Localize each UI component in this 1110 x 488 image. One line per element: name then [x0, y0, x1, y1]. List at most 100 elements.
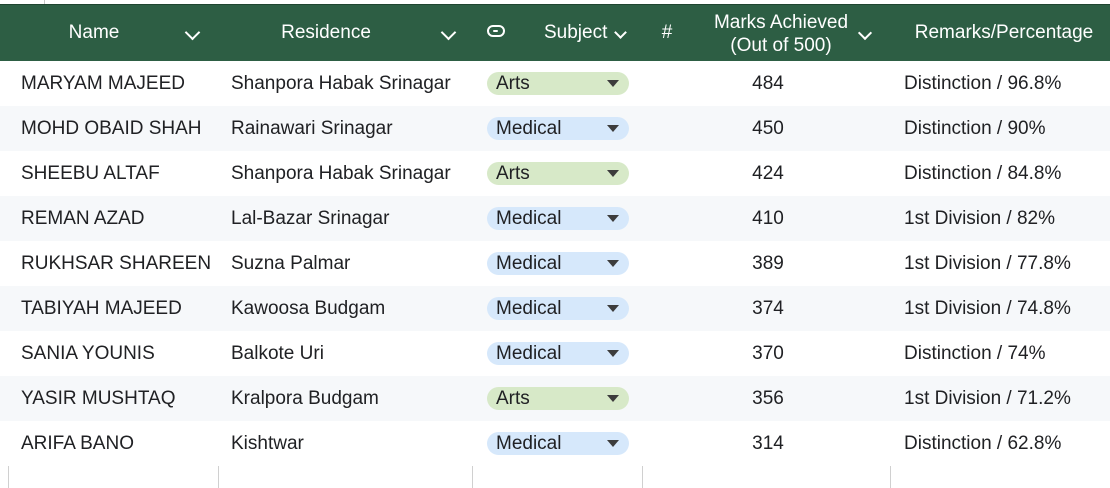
- name-cell[interactable]: SHEEBU ALTAF: [21, 162, 160, 184]
- triangle-down-icon[interactable]: [607, 305, 619, 312]
- subject-value: Medical: [496, 207, 562, 229]
- table-row[interactable]: MARYAM MAJEED Shanpora Habak Srinagar Arts…: [0, 61, 1110, 106]
- column-header-subject[interactable]: Subject: [472, 5, 642, 61]
- column-header-residence[interactable]: Residence: [218, 5, 472, 61]
- remarks-cell[interactable]: Distinction / 96.8%: [904, 72, 1062, 94]
- table-body: MARYAM MAJEED Shanpora Habak Srinagar Arts…: [0, 61, 1110, 468]
- residence-cell[interactable]: Lal-Bazar Srinagar: [231, 207, 390, 229]
- chevron-down-icon[interactable]: [614, 26, 627, 39]
- triangle-down-icon[interactable]: [607, 395, 619, 402]
- remarks-cell[interactable]: 1st Division / 82%: [904, 207, 1056, 229]
- residence-cell[interactable]: Kralpora Budgam: [231, 387, 379, 409]
- subject-cell[interactable]: Arts: [487, 376, 629, 421]
- subject-cell[interactable]: Medical: [487, 421, 629, 466]
- residence-cell[interactable]: Shanpora Habak Srinagar: [231, 162, 451, 184]
- cell-divider: [642, 466, 643, 488]
- name-cell[interactable]: MOHD OBAID SHAH: [21, 117, 202, 139]
- marks-cell[interactable]: 389: [752, 252, 784, 274]
- remarks-cell[interactable]: Distinction / 74%: [904, 342, 1046, 364]
- table-row[interactable]: ARIFA BANO Kishtwar Medical 314 Distinction …: [0, 421, 1110, 468]
- marks-cell[interactable]: 374: [752, 297, 784, 319]
- chevron-down-icon[interactable]: [184, 24, 201, 41]
- subject-dropdown[interactable]: Medical: [487, 117, 629, 140]
- subject-dropdown[interactable]: Arts: [487, 162, 629, 185]
- subject-cell[interactable]: Arts: [487, 151, 629, 196]
- subject-cell[interactable]: Medical: [487, 196, 629, 241]
- triangle-down-icon[interactable]: [607, 80, 619, 87]
- column-header-label: #: [661, 22, 673, 43]
- subject-cell[interactable]: Medical: [487, 286, 629, 331]
- subject-cell[interactable]: Medical: [487, 241, 629, 286]
- marks-cell[interactable]: 450: [752, 117, 784, 139]
- residence-cell[interactable]: Kishtwar: [231, 432, 304, 454]
- table-header: Name Residence Subject # Marks Achieved(…: [0, 4, 1110, 61]
- column-header-label: Subject: [544, 22, 608, 43]
- subject-dropdown[interactable]: Arts: [487, 72, 629, 95]
- name-cell[interactable]: YASIR MUSHTAQ: [21, 387, 176, 409]
- name-cell[interactable]: RUKHSAR SHAREEN: [21, 252, 212, 274]
- residence-cell[interactable]: Shanpora Habak Srinagar: [231, 72, 451, 94]
- name-cell[interactable]: TABIYAH MAJEED: [21, 297, 182, 319]
- name-cell[interactable]: REMAN AZAD: [21, 207, 145, 229]
- remarks-cell[interactable]: 1st Division / 74.8%: [904, 297, 1071, 319]
- cell-divider: [8, 466, 9, 488]
- column-header-label: Residence: [281, 22, 371, 43]
- marks-cell[interactable]: 356: [752, 387, 784, 409]
- subject-cell[interactable]: Medical: [487, 106, 629, 151]
- chevron-down-icon[interactable]: [857, 25, 873, 41]
- chevron-down-icon[interactable]: [440, 24, 457, 41]
- tab-edge: [0, 0, 45, 4]
- marks-cell[interactable]: 424: [752, 162, 784, 184]
- column-header-number[interactable]: #: [642, 5, 692, 61]
- triangle-down-icon[interactable]: [607, 260, 619, 267]
- subject-value: Medical: [496, 117, 562, 139]
- remarks-cell[interactable]: 1st Division / 71.2%: [904, 387, 1071, 409]
- subject-dropdown[interactable]: Medical: [487, 432, 629, 455]
- triangle-down-icon[interactable]: [607, 170, 619, 177]
- subject-value: Arts: [496, 162, 530, 184]
- cell-divider: [218, 466, 219, 488]
- table-row[interactable]: MOHD OBAID SHAH Rainawari Srinagar Medical…: [0, 106, 1110, 151]
- column-header-name[interactable]: Name: [0, 5, 218, 61]
- name-cell[interactable]: ARIFA BANO: [21, 432, 134, 454]
- table-row[interactable]: RUKHSAR SHAREEN Suzna Palmar Medical 389 1st…: [0, 241, 1110, 286]
- subject-dropdown[interactable]: Arts: [487, 387, 629, 410]
- column-header-label: Remarks/Percentage: [914, 22, 1094, 43]
- subject-dropdown[interactable]: Medical: [487, 252, 629, 275]
- table-row[interactable]: SANIA YOUNIS Balkote Uri Medical 370 Distinc…: [0, 331, 1110, 376]
- name-cell[interactable]: MARYAM MAJEED: [21, 72, 185, 94]
- residence-cell[interactable]: Kawoosa Budgam: [231, 297, 386, 319]
- marks-cell[interactable]: 484: [752, 72, 784, 94]
- table-row[interactable]: REMAN AZAD Lal-Bazar Srinagar Medical 410 1s…: [0, 196, 1110, 241]
- empty-row[interactable]: [0, 466, 1110, 488]
- triangle-down-icon[interactable]: [607, 350, 619, 357]
- residence-cell[interactable]: Rainawari Srinagar: [231, 117, 393, 139]
- marks-cell[interactable]: 410: [752, 207, 784, 229]
- marks-cell[interactable]: 370: [752, 342, 784, 364]
- column-header-marks[interactable]: Marks Achieved (Out of 500): [692, 5, 890, 61]
- table-row[interactable]: TABIYAH MAJEED Kawoosa Budgam Medical 374 1s…: [0, 286, 1110, 331]
- triangle-down-icon[interactable]: [607, 215, 619, 222]
- triangle-down-icon[interactable]: [607, 440, 619, 447]
- subject-value: Medical: [496, 252, 562, 274]
- subject-dropdown[interactable]: Medical: [487, 207, 629, 230]
- remarks-cell[interactable]: Distinction / 62.8%: [904, 432, 1062, 454]
- top-strip: [0, 0, 1110, 5]
- subject-value: Medical: [496, 432, 562, 454]
- subject-dropdown[interactable]: Medical: [487, 342, 629, 365]
- column-header-label: Name: [68, 22, 120, 43]
- remarks-cell[interactable]: 1st Division / 77.8%: [904, 252, 1071, 274]
- table-row[interactable]: SHEEBU ALTAF Shanpora Habak Srinagar Arts 4…: [0, 151, 1110, 196]
- column-header-remarks[interactable]: Remarks/Percentage: [890, 5, 1110, 61]
- subject-cell[interactable]: Medical: [487, 331, 629, 376]
- remarks-cell[interactable]: Distinction / 90%: [904, 117, 1046, 139]
- marks-cell[interactable]: 314: [752, 432, 784, 454]
- table-row[interactable]: YASIR MUSHTAQ Kralpora Budgam Arts 356 1st D…: [0, 376, 1110, 421]
- subject-dropdown[interactable]: Medical: [487, 297, 629, 320]
- remarks-cell[interactable]: Distinction / 84.8%: [904, 162, 1062, 184]
- subject-cell[interactable]: Arts: [487, 61, 629, 106]
- name-cell[interactable]: SANIA YOUNIS: [21, 342, 155, 364]
- residence-cell[interactable]: Balkote Uri: [231, 342, 324, 364]
- residence-cell[interactable]: Suzna Palmar: [231, 252, 351, 274]
- triangle-down-icon[interactable]: [607, 125, 619, 132]
